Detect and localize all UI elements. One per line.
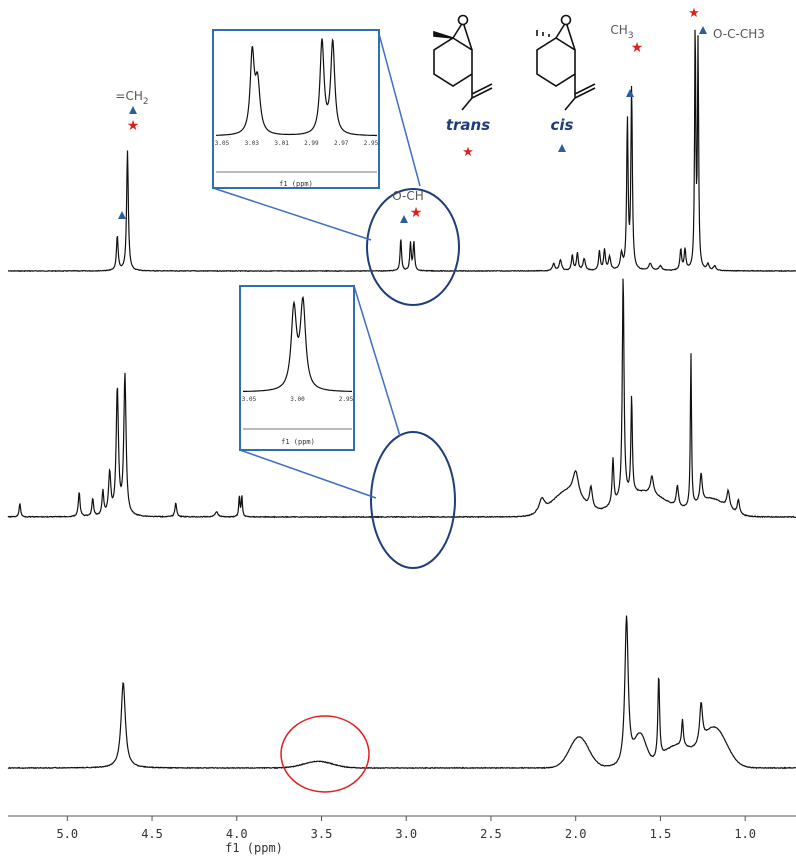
och-ellipse-top [366,188,460,306]
callout-line-top-1 [377,29,421,187]
x-tick-label: 1.0 [734,827,756,841]
cis-epoxide-bond-2 [565,21,576,51]
och-ellipse-middle [370,431,456,569]
star-marker-ch2: ★ [127,118,140,134]
inset-tick-label: 3.03 [245,140,260,147]
x-axis: 5.0 4.5 4.0 3.5 3.0 2.5 2.0 1.5 1.0 f1 (ppm) [8,815,796,855]
star-marker-ch3: ★ [631,40,644,56]
inset-tick-label: 3.01 [274,140,289,147]
x-tick-label: 1.5 [650,827,672,841]
x-tick-label: 2.0 [565,827,587,841]
callout-line-mid-2 [239,449,377,499]
cis-vinyl-2 [574,83,596,95]
x-tick-label: 3.0 [395,827,417,841]
inset-middle-axis-label: f1 (ppm) [281,438,315,446]
callout-line-mid-1 [353,285,401,437]
triangle-marker-cis [558,144,566,152]
trans-label: trans [446,116,490,134]
trans-epoxide-oxygen [457,14,469,26]
cis-epoxide-oxygen [560,14,572,26]
trans-methyl-wedge [433,30,454,39]
inset-middle: 3.05 3.00 2.95 f1 (ppm) [239,285,355,451]
cis-vinyl-1 [574,87,596,99]
x-tick-label: 4.0 [226,827,248,841]
cis-epoxide-structure [536,14,596,111]
spectrum-trace-2 [7,278,796,519]
spectra-layer [7,29,796,770]
x-tick-label: 3.5 [311,827,333,841]
ch2-label: =CH2 [115,89,148,107]
ococh3-label: O-C-CH3 [713,27,765,41]
inset-top-ticks: 3.05 3.03 3.01 2.99 2.97 2.95 [215,140,379,147]
inset-middle-frame [239,285,355,451]
triangle-marker-ch2-small [118,211,126,219]
star-marker-ococh3: ★ [688,6,700,21]
spectrum-trace-1 [8,29,796,273]
trans-vinyl-1 [471,87,493,99]
spectrum-trace-3 [7,615,796,770]
inset-middle-spectrum [243,295,352,392]
triangle-marker-ch3 [626,89,634,97]
inset-tick-label: 2.97 [334,140,349,147]
triangle-marker-ococh3 [699,26,707,34]
och-label: O-CH [392,189,424,203]
x-tick-label: 2.5 [480,827,502,841]
x-tick-label: 5.0 [56,827,78,841]
inset-tick-label: 2.95 [339,396,354,403]
callout-line-top-2 [212,187,372,241]
inset-tick-label: 3.00 [290,396,305,403]
cis-isopropenyl-methyl [564,97,576,111]
star-marker-och: ★ [410,205,423,221]
trans-epoxide-structure [433,14,493,111]
x-ticks: 5.0 4.5 4.0 3.5 3.0 2.5 2.0 1.5 1.0 [56,816,756,841]
trans-ring [433,37,473,87]
triangle-marker-och [400,215,408,223]
inset-tick-label: 2.95 [364,140,379,147]
inset-middle-ticks: 3.05 3.00 2.95 [242,396,354,403]
cis-label: cis [551,116,574,134]
red-circle-highlight [280,715,370,793]
inset-top-frame [212,29,380,189]
trans-vinyl-2 [471,83,493,95]
ch3-label: CH3 [610,23,633,41]
star-marker-trans: ★ [462,145,474,160]
x-axis-label: f1 (ppm) [225,841,283,855]
inset-top-axis-label: f1 (ppm) [279,180,313,188]
trans-isopropenyl-methyl [461,97,473,111]
x-tick-label: 4.5 [141,827,163,841]
inset-top: 3.05 3.03 3.01 2.99 2.97 2.95 f1 (ppm) [212,29,380,189]
inset-top-spectrum [216,38,377,137]
inset-tick-label: 3.05 [215,140,230,147]
inset-tick-label: 2.99 [304,140,319,147]
trans-epoxide-bond-2 [462,21,473,51]
triangle-marker-ch2-top [129,106,137,114]
cis-ring [536,37,576,87]
inset-tick-label: 3.05 [242,396,257,403]
peak-markers: ★ ★ ★ ★ ★ [118,6,707,223]
